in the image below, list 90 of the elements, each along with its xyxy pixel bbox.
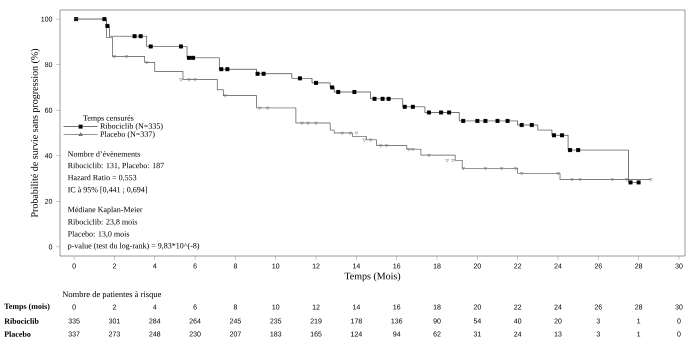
point: [193, 78, 197, 82]
point: [636, 180, 641, 184]
legend-title: Temps censurés: [83, 115, 134, 122]
point: [384, 144, 388, 148]
point: [576, 148, 580, 152]
point: [219, 67, 224, 72]
point: [628, 180, 633, 184]
point: [191, 56, 196, 60]
point: [506, 118, 510, 123]
point: [461, 167, 465, 170]
point: [262, 72, 266, 76]
point: [427, 154, 431, 158]
point: [483, 118, 488, 123]
point: [179, 78, 183, 82]
annotation: Placebo: 13,0 mois: [68, 230, 130, 238]
point: [451, 159, 455, 162]
text: Placebo: [4, 331, 31, 337]
text: Temps (mois): [4, 303, 50, 311]
point: [256, 72, 260, 76]
point: [298, 76, 302, 80]
y-axis-title: Probabilité de survie sans progression (%): [30, 48, 40, 218]
legend-label: Placebo (N=337): [100, 131, 155, 138]
point: [148, 44, 153, 48]
point: [266, 106, 270, 110]
annotation: Ribociclib: 131, Placebo: 187: [68, 162, 164, 170]
point: [520, 123, 524, 128]
point: [138, 34, 143, 38]
x-axis-title: Temps (Mois): [344, 272, 400, 282]
point: [447, 110, 452, 114]
point: [560, 133, 564, 138]
point: [132, 34, 137, 38]
point: [336, 90, 340, 94]
point: [340, 132, 344, 135]
point: [520, 172, 524, 176]
point: [314, 122, 318, 125]
point: [610, 178, 614, 182]
annotation: p-value (test du log-rank) = 9,83*10^(-8): [68, 242, 200, 250]
point: [178, 44, 183, 48]
annotation: Hazard Ratio = 0,553: [68, 174, 136, 182]
point: [306, 122, 310, 125]
point: [556, 172, 560, 176]
point: [386, 96, 391, 101]
point: [552, 133, 556, 138]
text: Nombre de patientes à risque: [62, 291, 162, 299]
point: [368, 138, 372, 142]
point: [362, 138, 366, 142]
point: [570, 178, 574, 182]
point: [514, 167, 518, 170]
annotation: Médiane Kaplan-Meier: [68, 206, 142, 214]
point: [372, 96, 377, 101]
point: [144, 61, 148, 64]
point: [348, 132, 352, 135]
point: [352, 90, 356, 94]
point: [461, 118, 466, 123]
point: [411, 148, 415, 152]
point: [500, 167, 504, 170]
point: [225, 67, 230, 72]
point: [258, 106, 262, 110]
point: [445, 159, 449, 162]
point: [530, 123, 534, 128]
point: [624, 178, 628, 182]
point: [124, 55, 128, 58]
point: [300, 122, 304, 125]
point: [407, 148, 411, 152]
point: [187, 56, 192, 60]
annotation: Nombre d’évènements: [68, 151, 140, 157]
point: [105, 24, 110, 28]
point: [354, 132, 358, 135]
point: [102, 17, 106, 22]
point: [648, 178, 652, 182]
point: [426, 110, 431, 114]
point: [380, 96, 385, 101]
point: [568, 148, 572, 152]
point: [496, 118, 500, 123]
point: [187, 78, 191, 82]
point: [402, 104, 407, 109]
point: [314, 80, 318, 85]
point: [330, 85, 334, 90]
annotation: IC à 95% [0,441 ; 0,694]: [68, 186, 147, 194]
annotation: Ribociclib: 23,8 mois: [68, 218, 138, 226]
text: Ribociclib: [4, 318, 39, 324]
point: [475, 118, 480, 123]
point: [578, 178, 582, 182]
point: [410, 104, 415, 109]
point: [484, 167, 488, 170]
point: [378, 144, 382, 148]
point: [224, 94, 228, 98]
legend-label: Ribociclib (N=335): [100, 123, 163, 130]
point: [112, 55, 116, 58]
point: [439, 110, 444, 114]
